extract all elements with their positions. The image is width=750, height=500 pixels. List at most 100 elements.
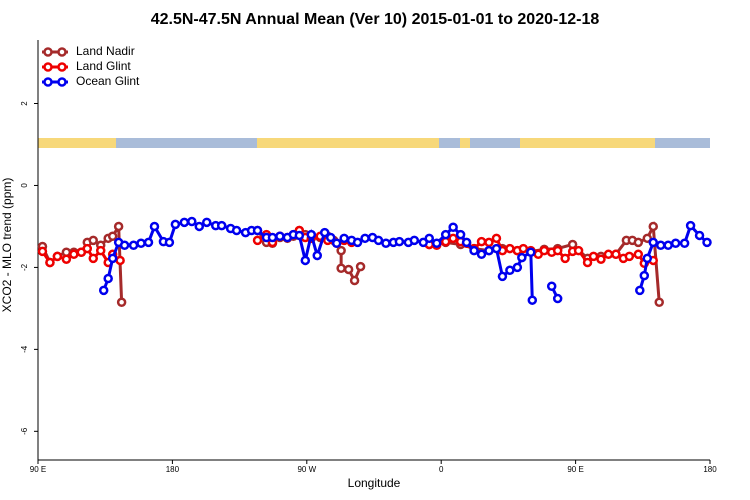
point bbox=[349, 275, 360, 286]
point bbox=[164, 237, 175, 248]
point bbox=[461, 237, 472, 248]
chart-title: 42.5N-47.5N Annual Mean (Ver 10) 2015-01… bbox=[151, 11, 600, 28]
x-tick-label: 0 bbox=[439, 465, 444, 474]
point bbox=[648, 221, 659, 232]
legend-marker bbox=[57, 77, 67, 87]
point bbox=[381, 238, 391, 248]
point bbox=[170, 219, 181, 230]
point bbox=[596, 254, 606, 264]
point bbox=[143, 237, 154, 248]
point bbox=[409, 235, 420, 246]
point bbox=[484, 245, 494, 256]
point bbox=[179, 217, 190, 228]
point bbox=[505, 265, 515, 276]
point bbox=[82, 243, 93, 254]
point bbox=[187, 216, 197, 227]
point bbox=[267, 232, 278, 243]
point bbox=[642, 233, 653, 244]
x-tick-label: 180 bbox=[166, 465, 180, 474]
point bbox=[517, 252, 527, 263]
point bbox=[491, 243, 502, 254]
point bbox=[648, 237, 659, 248]
point bbox=[88, 253, 99, 264]
point bbox=[694, 230, 705, 241]
point bbox=[679, 238, 690, 248]
point bbox=[115, 255, 125, 266]
point bbox=[624, 251, 635, 262]
point bbox=[394, 236, 405, 247]
point bbox=[88, 235, 99, 246]
point bbox=[497, 271, 508, 282]
y-tick-label: -2 bbox=[20, 263, 29, 271]
point bbox=[325, 232, 336, 243]
point bbox=[61, 254, 72, 264]
point bbox=[552, 293, 563, 304]
point bbox=[52, 251, 63, 262]
legend-marker bbox=[57, 62, 67, 72]
point bbox=[103, 273, 113, 284]
point bbox=[149, 221, 160, 232]
point bbox=[639, 270, 650, 281]
point bbox=[526, 247, 536, 258]
point bbox=[69, 249, 79, 260]
legend-label: Land Nadir bbox=[76, 44, 135, 58]
point bbox=[635, 285, 645, 296]
point bbox=[306, 229, 317, 240]
point bbox=[119, 240, 130, 251]
point bbox=[546, 281, 557, 292]
point bbox=[512, 262, 523, 273]
point bbox=[655, 240, 666, 251]
y-tick-label: -4 bbox=[20, 345, 29, 353]
x-axis-label: Longitude bbox=[348, 476, 401, 490]
point bbox=[448, 233, 458, 244]
point bbox=[216, 220, 227, 231]
point bbox=[294, 230, 305, 241]
point bbox=[654, 297, 664, 307]
point bbox=[194, 221, 205, 232]
point bbox=[343, 264, 354, 275]
point bbox=[300, 255, 311, 266]
point bbox=[573, 245, 584, 256]
point bbox=[352, 237, 363, 248]
series-line bbox=[102, 219, 709, 301]
y-tick-label: 2 bbox=[20, 101, 29, 106]
point bbox=[670, 238, 681, 248]
legend-label: Land Glint bbox=[76, 59, 131, 73]
point bbox=[603, 249, 614, 260]
point bbox=[491, 233, 502, 244]
point bbox=[360, 233, 370, 244]
point bbox=[331, 238, 342, 248]
point bbox=[476, 236, 487, 247]
point bbox=[539, 245, 549, 256]
point bbox=[98, 285, 109, 296]
point bbox=[201, 217, 212, 228]
y-tick-label: 0 bbox=[20, 183, 29, 188]
point bbox=[702, 237, 712, 248]
point bbox=[431, 238, 442, 248]
point bbox=[136, 238, 146, 248]
point bbox=[455, 229, 466, 240]
x-tick-label: 90 E bbox=[30, 465, 46, 474]
point bbox=[116, 297, 127, 307]
point bbox=[252, 225, 263, 236]
point bbox=[484, 237, 494, 248]
point bbox=[518, 243, 529, 254]
point bbox=[633, 237, 644, 248]
point bbox=[231, 225, 242, 236]
x-tick-label: 90 W bbox=[297, 465, 316, 474]
point bbox=[440, 229, 451, 240]
point bbox=[336, 263, 346, 273]
point bbox=[469, 245, 479, 256]
legend-marker bbox=[43, 47, 53, 57]
point bbox=[336, 245, 346, 256]
point bbox=[373, 235, 384, 246]
point bbox=[588, 251, 599, 262]
point bbox=[312, 250, 323, 261]
point bbox=[339, 233, 349, 244]
point bbox=[252, 235, 263, 246]
point bbox=[95, 245, 106, 256]
point bbox=[642, 253, 653, 264]
point bbox=[355, 261, 366, 272]
point bbox=[107, 253, 118, 264]
